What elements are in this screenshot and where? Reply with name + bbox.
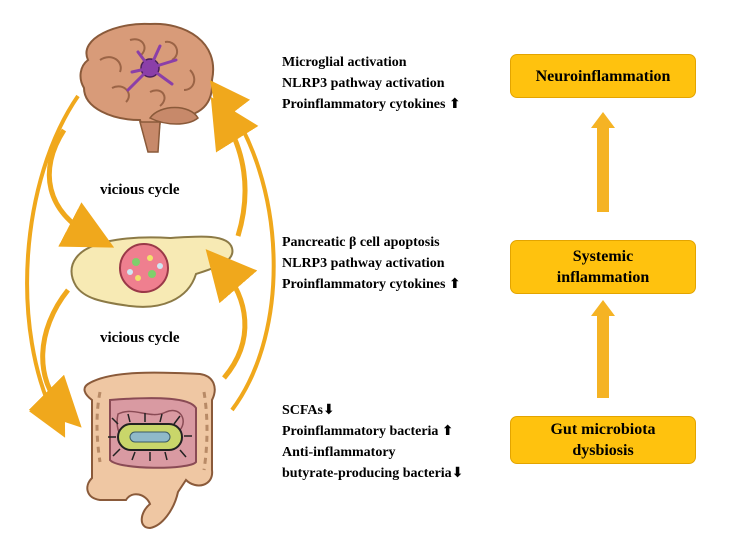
gut-dysbiosis-label-line1: Gut microbiota — [550, 421, 656, 438]
microglia-icon — [126, 44, 178, 92]
bacterium-icon — [108, 413, 192, 461]
pancreas-effect-item: Pancreatic β cell apoptosis — [282, 235, 440, 250]
gut-effect-item: Anti-inflammatory — [282, 445, 396, 460]
down-arrow-icon: ⬇ — [322, 402, 335, 418]
intestine-icon — [83, 371, 216, 530]
cycle-arrow-pancreas-to-brain — [210, 96, 259, 237]
systemic-inflammation-label-line2: inflammation — [556, 269, 650, 286]
pancreas-effect-item: NLRP3 pathway activation — [282, 256, 445, 271]
up-arrow-icon: ⬆ — [448, 276, 461, 292]
cycle-arrow-brain-to-pancreas — [46, 128, 115, 248]
systemic-inflammation-box: Systemic inflammation — [510, 240, 696, 294]
cycle-arrow-brain-to-gut — [25, 94, 80, 438]
neuroinflammation-box: Neuroinflammation — [510, 54, 696, 98]
pancreas-effects-list: Pancreatic β cell apoptosis NLRP3 pathwa… — [282, 232, 461, 295]
up-arrow-icon: ⬆ — [448, 96, 461, 112]
vicious-cycle-label-bottom: vicious cycle — [100, 330, 180, 346]
cycle-arrow-gut-to-brain — [209, 80, 276, 412]
gut-effects-list: SCFAs⬇ Proinflammatory bacteria ⬆ Anti-i… — [282, 400, 463, 484]
gut-dysbiosis-box: Gut microbiota dysbiosis — [510, 416, 696, 464]
flow-arrow-systemic-to-neuro — [591, 112, 615, 212]
brain-effect-item: Proinflammatory cytokines ⬆ — [282, 96, 461, 112]
pancreas-icon — [70, 235, 234, 308]
vicious-cycle-label-top: vicious cycle — [100, 182, 180, 198]
cycle-arrow-pancreas-to-gut — [28, 288, 82, 428]
brain-icon — [79, 22, 215, 153]
brain-effects-list: Microglial activation NLRP3 pathway acti… — [282, 52, 461, 115]
down-arrow-icon: ⬇ — [451, 465, 464, 481]
systemic-inflammation-label-line1: Systemic — [572, 248, 634, 265]
gut-dysbiosis-label-line2: dysbiosis — [572, 442, 634, 459]
gut-effect-item: Proinflammatory bacteria ⬆ — [282, 423, 454, 439]
cycle-arrow-gut-to-pancreas — [205, 249, 258, 380]
gut-effect-item: SCFAs⬇ — [282, 402, 335, 418]
pancreas-effect-item: Proinflammatory cytokines ⬆ — [282, 276, 461, 292]
neuroinflammation-label: Neuroinflammation — [535, 67, 671, 85]
brain-effect-item: NLRP3 pathway activation — [282, 76, 445, 91]
brain-effect-item: Microglial activation — [282, 55, 407, 70]
up-arrow-icon: ⬆ — [441, 423, 454, 439]
flow-arrow-gut-to-systemic — [591, 300, 615, 398]
gut-effect-item: butyrate-producing bacteria⬇ — [282, 465, 464, 481]
